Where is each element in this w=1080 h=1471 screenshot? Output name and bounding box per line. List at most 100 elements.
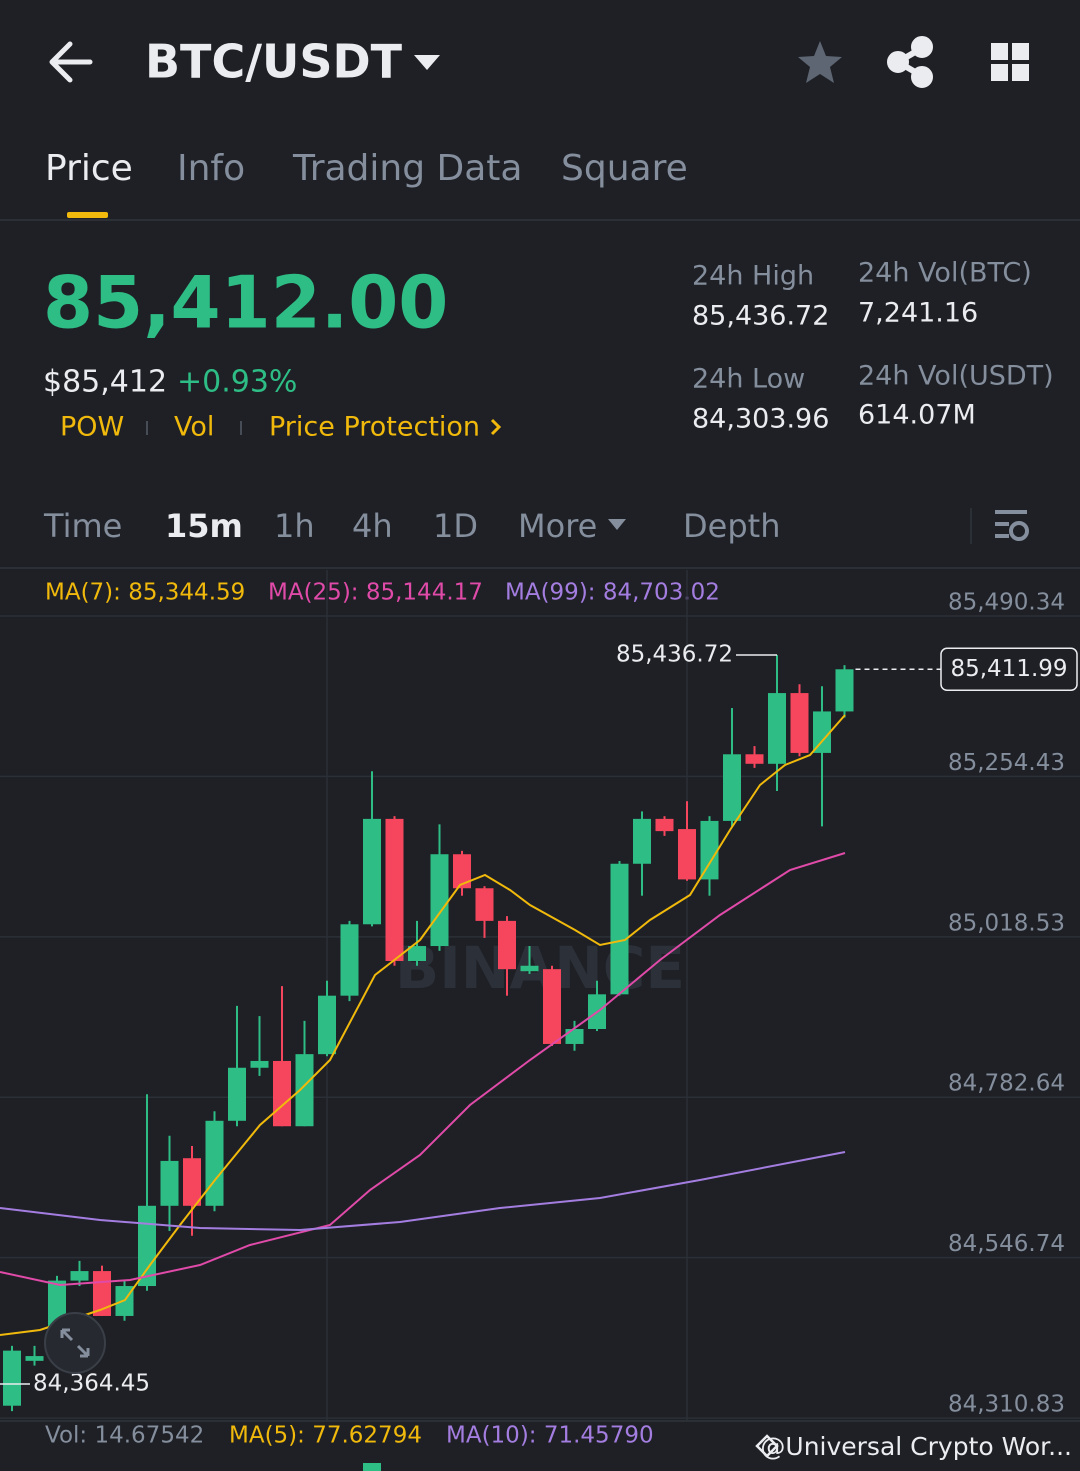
candle-body xyxy=(363,818,381,925)
candle-body xyxy=(498,920,516,970)
tag-separator xyxy=(240,421,242,435)
interval[interactable]: 4h xyxy=(352,507,393,545)
watermark-icon xyxy=(755,1434,779,1458)
y-tick-label: 84,782.64 xyxy=(948,1071,1065,1097)
candle-body xyxy=(565,1029,584,1044)
separator xyxy=(970,508,972,544)
divider xyxy=(0,1420,1080,1422)
candle-body xyxy=(250,1060,269,1068)
candle-body xyxy=(745,754,764,764)
candle-body xyxy=(768,693,786,764)
last-price: 85,412.00 xyxy=(43,261,448,345)
stat-value: 7,241.16 xyxy=(858,298,978,329)
divider xyxy=(0,567,1080,569)
candle-body xyxy=(678,829,696,880)
candle-body xyxy=(543,969,561,1044)
candle-body xyxy=(385,818,404,961)
interval[interactable]: 1D xyxy=(433,507,478,545)
divider xyxy=(0,219,1080,221)
chart-settings[interactable] xyxy=(995,510,1029,541)
candle-body xyxy=(295,1054,314,1127)
share-button[interactable] xyxy=(887,36,933,88)
candle-body xyxy=(228,1067,246,1121)
stat-value: 614.07M xyxy=(858,400,976,431)
y-tick-label: 85,490.34 xyxy=(948,590,1065,616)
candle-body xyxy=(160,1160,179,1206)
volume-ma-label: MA(10): 71.45790 xyxy=(446,1423,654,1449)
tab[interactable]: Price xyxy=(45,148,133,189)
candle-body xyxy=(340,924,359,996)
candle-body xyxy=(475,888,494,921)
candle-body xyxy=(183,1158,201,1206)
grid-menu[interactable] xyxy=(991,43,1029,81)
candle-body xyxy=(25,1356,44,1361)
plot: 85,490.34 85,254.43 85,018.53 84,782.64 84,5… xyxy=(0,590,1080,1419)
candle-body xyxy=(835,669,854,712)
tag[interactable]: POW xyxy=(60,412,124,443)
ma99-line xyxy=(0,1151,846,1232)
y-tick-label: 84,310.83 xyxy=(948,1392,1065,1418)
y-tick-label: 85,254.43 xyxy=(948,750,1065,776)
candle-body xyxy=(408,946,426,961)
tab[interactable]: Square xyxy=(561,148,688,189)
candle-body xyxy=(70,1271,89,1281)
interval[interactable]: Depth xyxy=(683,507,780,545)
candle-body xyxy=(138,1205,156,1287)
y-tick-label: 85,018.53 xyxy=(948,910,1065,936)
tag[interactable]: Vol xyxy=(174,412,214,443)
candle-body xyxy=(813,711,831,753)
favorite-star[interactable] xyxy=(798,41,842,83)
expand-icon[interactable] xyxy=(60,1328,90,1358)
interval[interactable]: Time xyxy=(43,507,122,545)
high-label: 85,436.72 xyxy=(616,642,733,668)
y-tick-label: 84,546.74 xyxy=(948,1231,1065,1257)
tag[interactable]: Price Protection xyxy=(269,412,480,443)
chevron[interactable] xyxy=(490,418,502,436)
ma-label: MA(25): 85,144.17 xyxy=(268,580,483,606)
stat-label: 24h Low xyxy=(692,364,805,395)
more-dropdown[interactable] xyxy=(608,519,626,530)
tab[interactable]: Trading Data xyxy=(292,148,522,189)
volume-bar xyxy=(363,1463,381,1471)
candle-body xyxy=(273,1060,291,1127)
volume-label: Vol: 14.67542 xyxy=(45,1423,204,1449)
candle-body xyxy=(318,995,336,1055)
candle-body xyxy=(3,1350,21,1406)
price-change: +0.93% xyxy=(177,365,297,400)
candle-body xyxy=(633,818,651,864)
expand-button[interactable] xyxy=(44,1312,106,1374)
candle-body xyxy=(520,965,539,972)
ma25-line xyxy=(0,852,846,1287)
stat-value: 85,436.72 xyxy=(692,301,829,332)
last-price-label: 85,411.99 xyxy=(950,656,1067,682)
tab[interactable]: Info xyxy=(177,148,245,189)
ma-label: MA(7): 85,344.59 xyxy=(45,580,245,606)
back-button[interactable] xyxy=(49,41,93,83)
pair-title[interactable]: BTC/USDT xyxy=(145,35,403,89)
candle-body xyxy=(430,854,449,947)
stat-value: 84,303.96 xyxy=(692,404,829,435)
candle-body xyxy=(700,820,719,880)
low-label: 84,364.45 xyxy=(33,1371,150,1397)
stat-label: 24h High xyxy=(692,261,814,292)
candle-body xyxy=(790,693,809,753)
last-price-box xyxy=(940,647,1078,692)
interval[interactable]: More xyxy=(518,507,597,545)
usd-price: $85,412 xyxy=(43,365,167,400)
stat-label: 24h Vol(USDT) xyxy=(858,361,1054,392)
stat-label: 24h Vol(BTC) xyxy=(858,258,1032,289)
candle-body xyxy=(655,818,674,832)
tab-indicator xyxy=(67,212,108,218)
candle-body xyxy=(723,754,741,821)
pair-dropdown[interactable] xyxy=(414,55,440,70)
ma7-line xyxy=(0,714,846,1336)
interval[interactable]: 15m xyxy=(165,507,243,545)
interval[interactable]: 1h xyxy=(274,507,315,545)
volume-ma-label: MA(5): 77.62794 xyxy=(229,1423,422,1449)
candle-body xyxy=(205,1120,224,1206)
watermark: @Universal Crypto Wor... xyxy=(760,1432,1072,1461)
tag-separator xyxy=(146,421,148,435)
candle-body xyxy=(453,854,471,889)
